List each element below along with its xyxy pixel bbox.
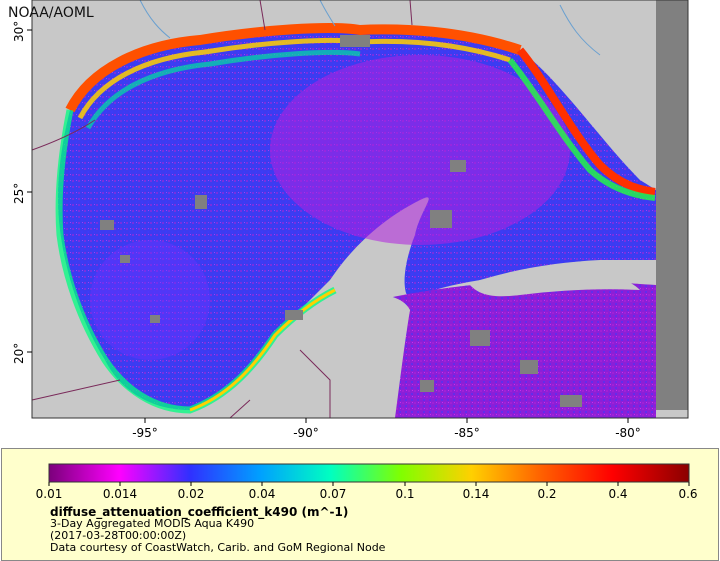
colorbar-tick-label: 0.2 bbox=[537, 487, 557, 501]
rivers bbox=[139, 0, 601, 56]
colorbar-tick-label: 0.07 bbox=[319, 487, 347, 501]
legend-panel: 0.01 0.014 0.02 0.04 0.07 0.1 0.14 0.2 0… bbox=[1, 448, 719, 561]
axis-tick-marks bbox=[27, 29, 629, 423]
x-tick-label: -85° bbox=[454, 426, 480, 440]
northern-coast-inner bbox=[77, 37, 511, 120]
data-credit: Data courtesy of CoastWatch, Carib. and … bbox=[50, 541, 386, 554]
colorbar-tick-label: 0.4 bbox=[608, 487, 628, 501]
y-tick-label: 25° bbox=[12, 182, 26, 204]
colorbar-tick-label: 0.6 bbox=[678, 487, 698, 501]
colorbar-tick-label: 0.14 bbox=[462, 487, 490, 501]
map-canvas bbox=[27, 0, 689, 423]
y-tick-label: 30° bbox=[12, 20, 26, 42]
x-tick-label: -95° bbox=[132, 426, 158, 440]
western-purple-zone bbox=[90, 240, 210, 360]
no-data-strip bbox=[656, 0, 688, 410]
florida-land bbox=[525, 0, 656, 180]
plot-border bbox=[31, 0, 689, 419]
florida-coast-band bbox=[516, 47, 656, 196]
cuba-land bbox=[470, 267, 640, 297]
x-tick-label: -80° bbox=[615, 426, 641, 440]
colorbar-tick-label: 0.01 bbox=[35, 487, 63, 501]
northern-coast-band bbox=[65, 23, 522, 113]
map-credit: NOAA/AOML bbox=[8, 5, 94, 21]
yucatan-land bbox=[220, 294, 410, 418]
northern-coast-inner2 bbox=[85, 49, 361, 130]
colorbar bbox=[48, 463, 690, 486]
dataset-description: 3-Day Aggregated MODIS Aqua K490 bbox=[50, 517, 255, 530]
florida-coast-inner bbox=[507, 58, 656, 201]
x-tick-label: -90° bbox=[293, 426, 319, 440]
dataset-time: (2017-03-28T00:00:00Z) bbox=[50, 529, 187, 542]
mexico-coast-outer bbox=[189, 288, 336, 412]
y-tick-label: 20° bbox=[12, 342, 26, 364]
political-borders bbox=[31, 0, 413, 419]
colorbar-ticks bbox=[48, 482, 690, 486]
central-america-land bbox=[368, 300, 410, 418]
colorbar-tick-label: 0.1 bbox=[395, 487, 415, 501]
colorbar-tick-label: 0.04 bbox=[248, 487, 276, 501]
mexico-land bbox=[32, 110, 200, 418]
no-data-patches bbox=[100, 35, 582, 407]
variable-title: diffuse_attenuation_coefficient_k490 (m^… bbox=[50, 505, 349, 519]
colorbar-tick-label: 0.02 bbox=[177, 487, 205, 501]
colorbar-tick-label: 0.014 bbox=[102, 487, 138, 501]
caribbean-texture bbox=[380, 278, 656, 418]
central-purple-zone bbox=[270, 55, 570, 245]
colorbar-gradient bbox=[48, 463, 690, 483]
